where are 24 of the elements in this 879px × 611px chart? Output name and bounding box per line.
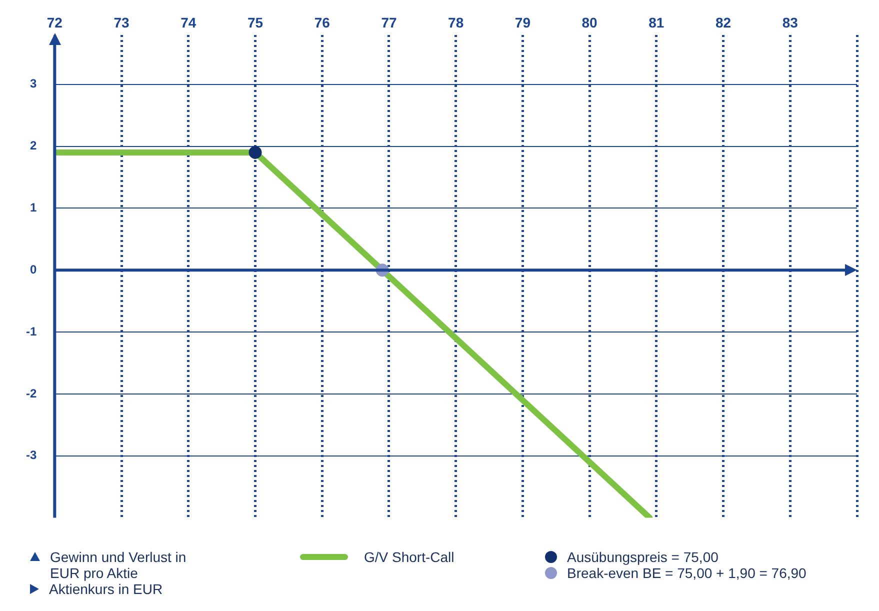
x-tick-label: 72 — [46, 14, 63, 30]
y-tick-label: 2 — [30, 138, 37, 153]
x-tick-label: 83 — [782, 14, 798, 30]
legend-label: Break-even BE = 75,00 + 1,90 = 76,90 — [567, 565, 806, 581]
x-tick-label: 74 — [180, 14, 196, 30]
y-tick-label: -1 — [26, 324, 37, 338]
y-tick-label: 1 — [30, 200, 37, 214]
text: Aktienkurs in EUR — [49, 581, 163, 597]
text: Gewinn und Verlust in EUR pro Aktie — [50, 549, 188, 581]
y-tick-label: 3 — [30, 76, 37, 91]
x-tick-label: 76 — [314, 14, 330, 30]
y-tick-label: 0 — [30, 262, 37, 276]
x-tick-label: 79 — [514, 14, 531, 30]
x-tick-label: 80 — [582, 14, 598, 30]
x-tick-label: 78 — [448, 14, 464, 30]
x-tick-label: 77 — [381, 14, 397, 30]
x-tick-label: 75 — [247, 14, 264, 30]
y-tick-label: -2 — [26, 386, 37, 400]
x-tick-label: 73 — [114, 14, 130, 30]
y-tick-label: -3 — [26, 448, 37, 462]
legend-label: Ausübungspreis = 75,00 — [567, 549, 718, 565]
x-tick-label: 82 — [715, 14, 732, 30]
legend-label: G/V Short-Call — [364, 549, 454, 565]
x-tick-label: 81 — [648, 14, 664, 30]
